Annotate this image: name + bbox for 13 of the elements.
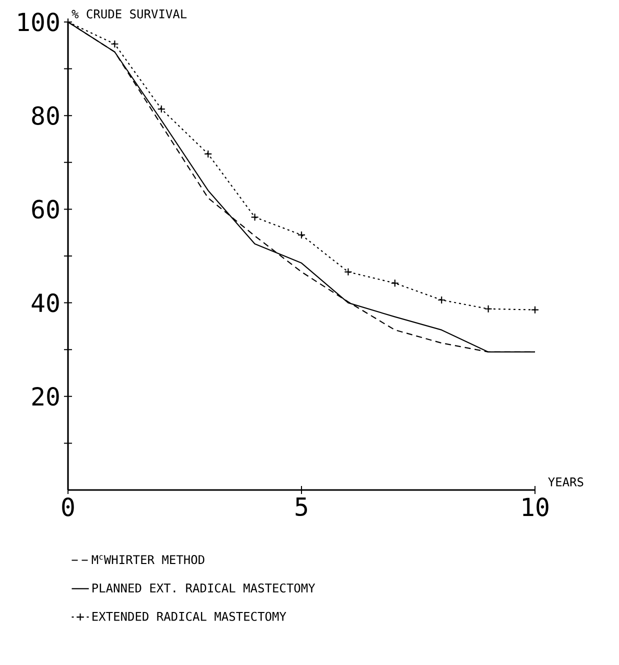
- y-tick-label: 100: [18, 12, 59, 32]
- y-tick-label: 20: [32, 386, 59, 406]
- legend-label: EXTENDED RADICAL MASTECTOMY: [92, 612, 286, 621]
- y-tick-label: 40: [32, 293, 59, 312]
- x-axis-title: YEARS: [548, 477, 584, 486]
- legend-label: M$^{c}$WHIRTER METHOD: [92, 555, 204, 564]
- y-tick-label: 60: [32, 200, 59, 219]
- x-tick-label: 10: [523, 498, 548, 516]
- y-tick-label: 80: [32, 106, 59, 126]
- legend-label: PLANNED EXT. RADICAL MASTECTOMY: [92, 583, 316, 593]
- x-tick-label: 5: [296, 498, 307, 516]
- x-tick-label: 0: [62, 498, 74, 516]
- y-axis-title: % CRUDE SURVIVAL: [72, 9, 187, 18]
